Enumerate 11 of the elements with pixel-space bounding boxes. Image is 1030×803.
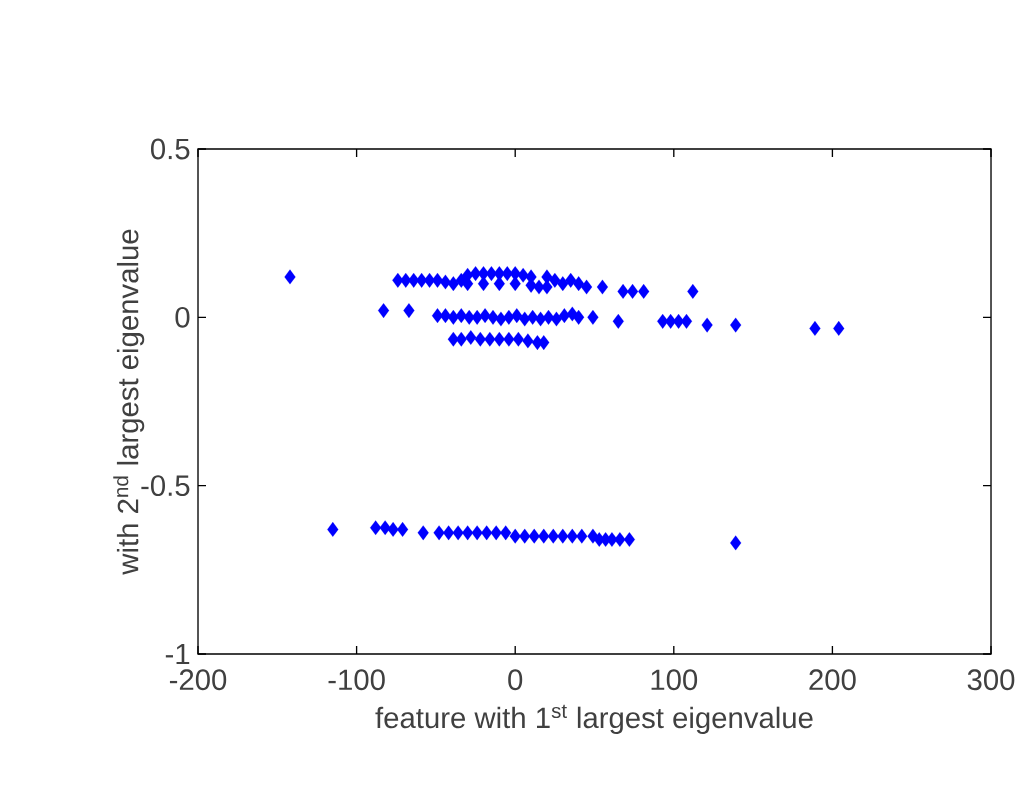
x-tick-label: 200 [809,669,856,691]
y-tick-label: -0.5 [141,475,190,497]
x-tick-label: 0 [508,669,523,691]
y-tick-label: 0 [175,306,190,328]
x-tick-label: -100 [328,669,385,691]
y-tick-label: 0.5 [151,138,190,160]
y-tick-label: -1 [165,643,190,665]
x-tick-label: 100 [651,669,698,691]
x-axis-title: feature with 1$^{st}$ largest eigenvalue [375,704,813,735]
x-tick-label: 300 [967,669,1015,691]
x-tick-label: -200 [169,669,227,691]
